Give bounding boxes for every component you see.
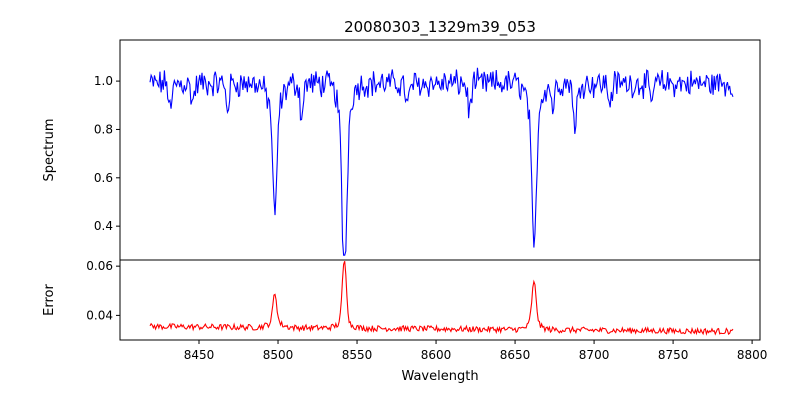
- wavelength-x-tick-label: 8600: [421, 348, 452, 362]
- error-y-ticks: 0.04 0.06: [86, 259, 120, 322]
- wavelength-x-tick-label: 8650: [500, 348, 531, 362]
- spectrum-y-tick-label: 0.4: [94, 219, 113, 233]
- error-series-line: [149, 261, 734, 336]
- error-panel: 0.04 0.06 8450 8500 8550 8600 8650 8700 8750 880…: [42, 259, 767, 384]
- wavelength-x-tick-label: 8800: [737, 348, 768, 362]
- error-y-axis-label: Error: [42, 284, 57, 316]
- wavelength-x-ticks: 8450 8500 8550 8600 8650 8700 8750 8800: [184, 340, 768, 362]
- spectrum-series-line: [149, 67, 734, 256]
- wavelength-x-tick-label: 8550: [342, 348, 373, 362]
- error-y-tick-label: 0.04: [86, 308, 113, 322]
- spectrum-y-tick-label: 0.6: [94, 171, 113, 185]
- x-axis-label: Wavelength: [401, 369, 478, 384]
- chart-title: 20080303_1329m39_053: [344, 18, 536, 37]
- wavelength-x-tick-label: 8700: [579, 348, 610, 362]
- error-plot-frame: [119, 259, 761, 341]
- spectrum-y-axis-label: Spectrum: [42, 119, 57, 182]
- spectrum-panel: 20080303_1329m39_053 0.4 0.6 0.8 1.0 Spectr…: [42, 18, 761, 261]
- wavelength-x-tick-label: 8450: [184, 348, 215, 362]
- spectrum-y-tick-label: 1.0: [94, 74, 113, 88]
- wavelength-x-tick-label: 8500: [263, 348, 294, 362]
- wavelength-x-tick-label: 8750: [658, 348, 689, 362]
- spectrum-y-ticks: 0.4 0.6 0.8 1.0: [94, 74, 120, 233]
- spectrum-y-tick-label: 0.8: [94, 122, 113, 136]
- error-y-tick-label: 0.06: [86, 259, 113, 273]
